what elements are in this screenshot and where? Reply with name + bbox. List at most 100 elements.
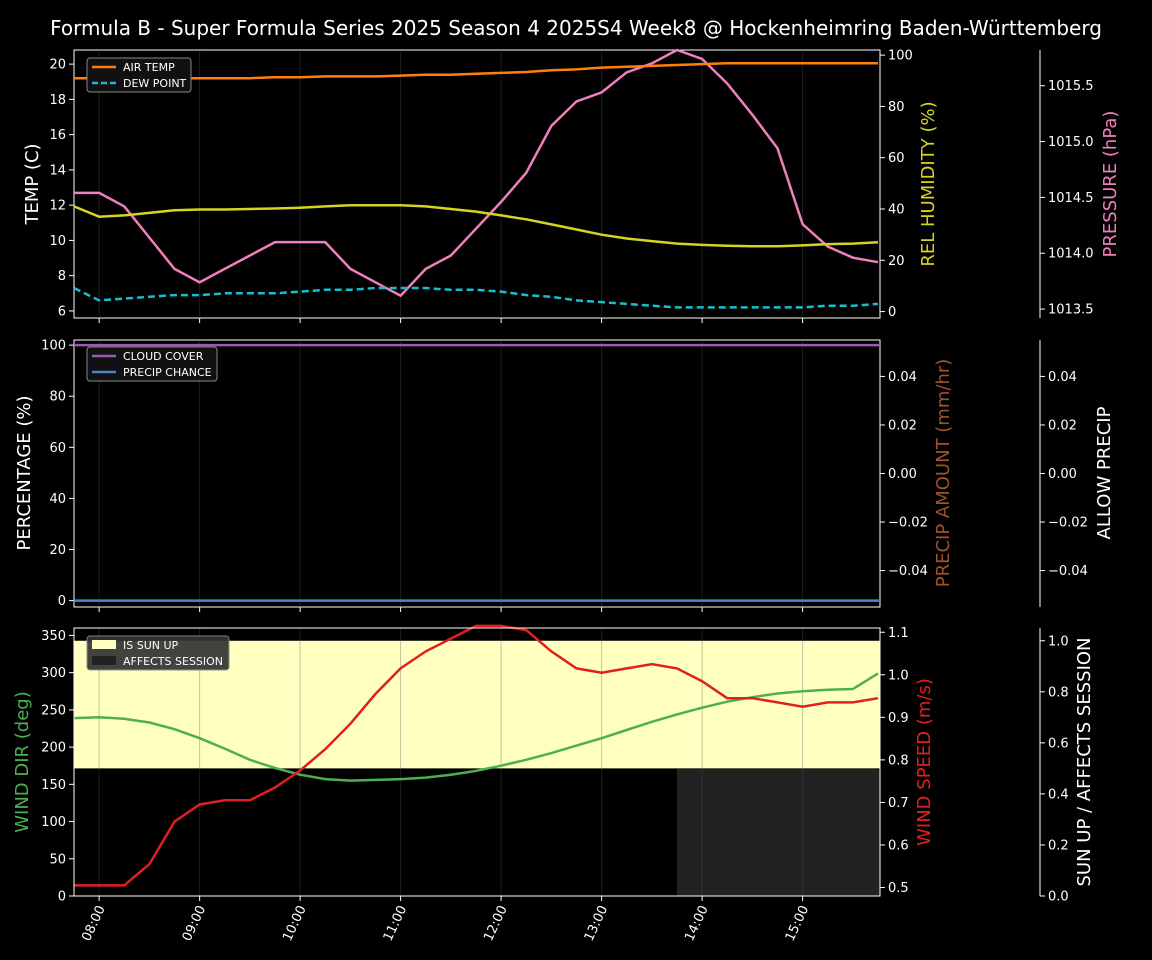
pressure-line xyxy=(74,48,879,298)
humidity-axis-label: REL HUMIDITY (%) xyxy=(918,101,939,266)
precip-amount-axis-label: PRECIP AMOUNT (mm/hr) xyxy=(933,359,954,588)
y-tick-label: 18 xyxy=(49,93,66,108)
y-tick-label: 0.02 xyxy=(1048,418,1077,433)
y-tick-label: 80 xyxy=(49,390,66,405)
y-tick-label: 350 xyxy=(41,629,66,644)
y-tick-label: 20 xyxy=(49,58,66,73)
wind-speed-axis-label: WIND SPEED (m/s) xyxy=(914,678,935,846)
y-tick-label: 100 xyxy=(41,339,66,354)
wind-panel: 0 50 100 150 200 250 300 350 0.5 0.6 0.7 0.8 0.9 1.0… xyxy=(12,624,1095,944)
y-tick-label: 20 xyxy=(49,543,66,558)
y-tick-label: 0 xyxy=(58,890,66,905)
dew-point-line xyxy=(73,286,879,309)
affects-session-legend-label: AFFECTS SESSION xyxy=(123,655,223,668)
y-tick-label: 300 xyxy=(41,666,66,681)
wind-legend-box xyxy=(86,635,230,671)
y-tick-label: 1014.0 xyxy=(1048,247,1094,262)
x-tick-label: 11:00 xyxy=(381,903,410,943)
y-tick-label: 1.0 xyxy=(1048,634,1069,649)
x-tick-label: 14:00 xyxy=(682,903,711,943)
chart-title: Formula B - Super Formula Series 2025 Se… xyxy=(50,16,1102,40)
affects-session-legend-swatch xyxy=(92,656,116,665)
y-tick-label: 0.7 xyxy=(888,796,909,811)
y-tick-label: 20 xyxy=(888,254,905,269)
x-tick-label: 12:00 xyxy=(481,903,510,943)
y-tick-label: 0.2 xyxy=(1048,838,1069,853)
y-tick-label: 40 xyxy=(49,492,66,507)
y-tick-label: 80 xyxy=(888,100,905,115)
y-tick-label: 0.5 xyxy=(888,881,909,896)
weather-legend: AIR TEMP DEW POINT xyxy=(86,57,192,93)
y-tick-label: 8 xyxy=(58,269,66,284)
y-tick-label: −0.04 xyxy=(888,564,928,579)
y-tick-label: 6 xyxy=(58,304,66,319)
dew-point-legend-label: DEW POINT xyxy=(123,77,187,90)
wind-speed-line xyxy=(74,624,879,887)
cloud-cover-legend-label: CLOUD COVER xyxy=(123,350,204,363)
y-tick-label: 0.6 xyxy=(888,838,909,853)
y-tick-label: 100 xyxy=(888,49,913,64)
y-tick-label: 250 xyxy=(41,703,66,718)
y-tick-label: 1015.0 xyxy=(1048,135,1094,150)
percentage-axis-label: PERCENTAGE (%) xyxy=(14,395,35,550)
x-tick-label: 09:00 xyxy=(180,903,209,943)
air-temp-line xyxy=(74,61,878,80)
y-tick-label: 0.9 xyxy=(888,711,909,726)
y-tick-label: −0.02 xyxy=(1048,516,1088,531)
wind-dir-axis-label: WIND DIR (deg) xyxy=(12,691,33,833)
y-tick-label: 0.00 xyxy=(888,467,917,482)
y-tick-label: 0.02 xyxy=(888,418,917,433)
wind-panel-frame xyxy=(73,627,881,897)
y-tick-label: 0.04 xyxy=(1048,370,1077,385)
y-tick-label: −0.04 xyxy=(1048,564,1088,579)
y-tick-label: 1015.5 xyxy=(1048,79,1094,94)
temp-axis-label: TEMP (C) xyxy=(22,143,43,225)
y-tick-label: 0.8 xyxy=(888,753,909,768)
y-tick-label: 50 xyxy=(49,852,66,867)
precip-legend-box xyxy=(86,346,218,382)
weather-panel: 6 8 10 12 14 16 18 20 0 20 40 60 80 100 1013.5 1014.0… xyxy=(22,49,1121,323)
y-tick-label: 16 xyxy=(49,128,66,143)
allow-precip-axis-label: ALLOW PRECIP xyxy=(1094,406,1115,539)
y-tick-label: 60 xyxy=(888,151,905,166)
y-tick-label: 150 xyxy=(41,778,66,793)
y-tick-label: 0.00 xyxy=(1048,467,1077,482)
y-tick-label: 0.8 xyxy=(1048,685,1069,700)
y-tick-label: 0.0 xyxy=(1048,890,1069,905)
y-tick-label: 1013.5 xyxy=(1048,303,1094,318)
weather-panel-frame xyxy=(73,49,881,319)
y-tick-label: 0 xyxy=(58,594,66,609)
precip-legend: CLOUD COVER PRECIP CHANCE xyxy=(86,346,218,382)
sun-up-legend-swatch xyxy=(92,640,116,649)
precipitation-panel: 0 20 40 60 80 100 −0.04 −0.02 0.00 0.02 0.04 −0.0… xyxy=(14,339,1115,612)
x-tick-label: 08:00 xyxy=(79,903,108,943)
y-tick-label: 0.4 xyxy=(1048,787,1069,802)
sun-up-legend-label: IS SUN UP xyxy=(123,639,179,652)
y-tick-label: −0.02 xyxy=(888,516,928,531)
x-tick-label: 15:00 xyxy=(783,903,812,943)
y-tick-label: 60 xyxy=(49,441,66,456)
x-tick-label: 13:00 xyxy=(582,903,611,943)
y-tick-label: 12 xyxy=(49,199,66,214)
y-tick-label: 0.04 xyxy=(888,370,917,385)
y-tick-label: 1.0 xyxy=(888,668,909,683)
sun-up-affects-axis-label: SUN UP / AFFECTS SESSION xyxy=(1074,637,1095,886)
affects-session-band xyxy=(676,768,880,896)
wind-legend: IS SUN UP AFFECTS SESSION xyxy=(86,635,230,671)
y-tick-label: 0.6 xyxy=(1048,736,1069,751)
y-tick-label: 10 xyxy=(49,234,66,249)
humidity-line xyxy=(73,203,879,248)
y-tick-label: 0 xyxy=(888,305,896,320)
y-tick-label: 14 xyxy=(49,163,66,178)
pressure-axis-label: PRESSURE (hPa) xyxy=(1100,111,1121,258)
y-tick-label: 1014.5 xyxy=(1048,191,1094,206)
y-tick-label: 200 xyxy=(41,741,66,756)
y-tick-label: 1.1 xyxy=(888,626,909,641)
y-tick-label: 40 xyxy=(888,203,905,218)
air-temp-legend-label: AIR TEMP xyxy=(123,61,175,74)
precip-chance-legend-label: PRECIP CHANCE xyxy=(123,366,212,379)
x-tick-label: 10:00 xyxy=(280,903,309,943)
precip-panel-frame xyxy=(73,339,881,608)
y-tick-label: 100 xyxy=(41,815,66,830)
